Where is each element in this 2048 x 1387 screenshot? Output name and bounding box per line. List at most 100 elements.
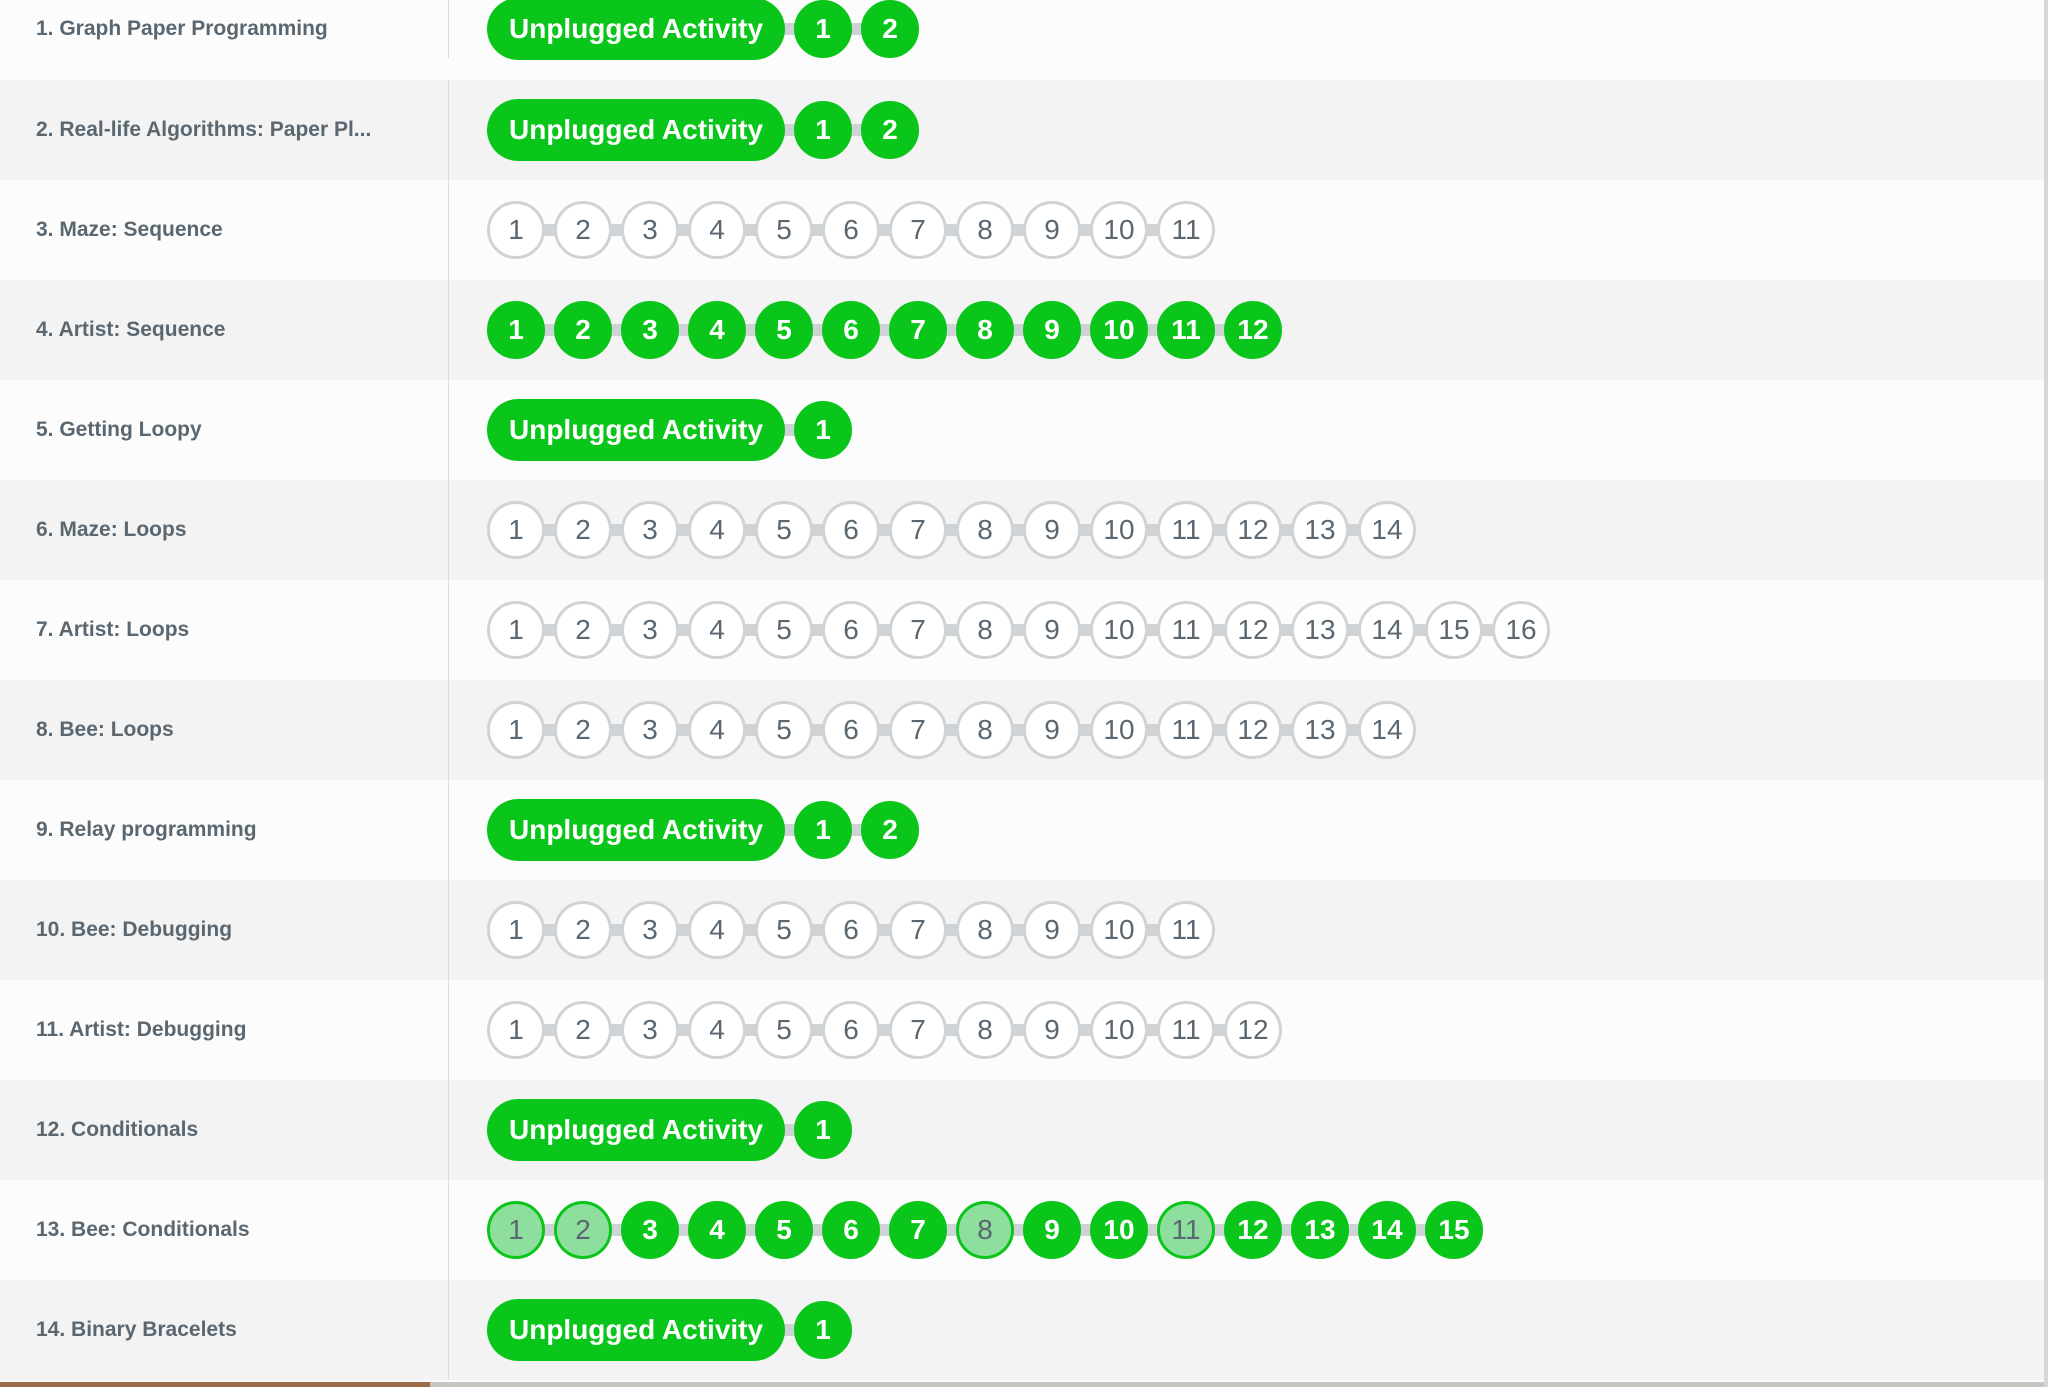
level-bubble-none[interactable]: 6 xyxy=(822,701,880,759)
level-bubble-perfect[interactable]: 14 xyxy=(1358,1201,1416,1259)
level-bubble-none[interactable]: 6 xyxy=(822,901,880,959)
level-bubble-none[interactable]: 5 xyxy=(755,901,813,959)
level-bubble-none[interactable]: 1 xyxy=(487,201,545,259)
level-bubble-none[interactable]: 15 xyxy=(1425,601,1483,659)
level-bubble-none[interactable]: 4 xyxy=(688,201,746,259)
level-bubble-none[interactable]: 12 xyxy=(1224,601,1282,659)
unplugged-activity-button[interactable]: Unplugged Activity xyxy=(487,399,786,461)
level-bubble-none[interactable]: 13 xyxy=(1291,701,1349,759)
level-bubble-perfect[interactable]: 4 xyxy=(688,1201,746,1259)
stage-name[interactable]: 4. Artist: Sequence xyxy=(0,280,449,380)
level-bubble-none[interactable]: 1 xyxy=(487,501,545,559)
level-bubble-perfect[interactable]: 12 xyxy=(1224,1201,1282,1259)
level-bubble-perfect[interactable]: 2 xyxy=(861,0,920,58)
level-bubble-none[interactable]: 12 xyxy=(1224,1001,1282,1059)
level-bubble-none[interactable]: 10 xyxy=(1090,1001,1148,1059)
level-bubble-perfect[interactable]: 2 xyxy=(861,801,920,859)
level-bubble-none[interactable]: 6 xyxy=(822,501,880,559)
level-bubble-none[interactable]: 9 xyxy=(1023,1001,1081,1059)
level-bubble-none[interactable]: 8 xyxy=(956,1001,1014,1059)
level-bubble-none[interactable]: 1 xyxy=(487,1001,545,1059)
level-bubble-none[interactable]: 4 xyxy=(688,601,746,659)
level-bubble-perfect[interactable]: 3 xyxy=(621,301,679,359)
stage-name[interactable]: 10. Bee: Debugging xyxy=(0,880,449,980)
level-bubble-none[interactable]: 14 xyxy=(1358,501,1416,559)
level-bubble-none[interactable]: 8 xyxy=(956,901,1014,959)
level-bubble-perfect[interactable]: 1 xyxy=(794,1101,853,1159)
unplugged-activity-button[interactable]: Unplugged Activity xyxy=(487,799,786,861)
level-bubble-perfect[interactable]: 1 xyxy=(794,1301,853,1359)
level-bubble-attempted[interactable]: 1 xyxy=(487,1201,545,1259)
level-bubble-none[interactable]: 4 xyxy=(688,1001,746,1059)
level-bubble-perfect[interactable]: 10 xyxy=(1090,1201,1148,1259)
level-bubble-none[interactable]: 2 xyxy=(554,501,612,559)
level-bubble-perfect[interactable]: 9 xyxy=(1023,1201,1081,1259)
level-bubble-none[interactable]: 1 xyxy=(487,701,545,759)
level-bubble-none[interactable]: 16 xyxy=(1492,601,1550,659)
stage-name[interactable]: 9. Relay programming xyxy=(0,780,449,880)
level-bubble-none[interactable]: 11 xyxy=(1157,901,1215,959)
level-bubble-none[interactable]: 4 xyxy=(688,501,746,559)
level-bubble-none[interactable]: 9 xyxy=(1023,601,1081,659)
stage-name[interactable]: 6. Maze: Loops xyxy=(0,480,449,580)
level-bubble-none[interactable]: 5 xyxy=(755,1001,813,1059)
level-bubble-none[interactable]: 2 xyxy=(554,601,612,659)
level-bubble-perfect[interactable]: 1 xyxy=(794,0,853,58)
level-bubble-none[interactable]: 13 xyxy=(1291,601,1349,659)
level-bubble-none[interactable]: 1 xyxy=(487,901,545,959)
level-bubble-none[interactable]: 11 xyxy=(1157,201,1215,259)
level-bubble-attempted[interactable]: 8 xyxy=(956,1201,1014,1259)
level-bubble-none[interactable]: 9 xyxy=(1023,701,1081,759)
stage-name[interactable]: 8. Bee: Loops xyxy=(0,680,449,780)
level-bubble-none[interactable]: 7 xyxy=(889,601,947,659)
stage-name[interactable]: 11. Artist: Debugging xyxy=(0,980,449,1080)
level-bubble-none[interactable]: 9 xyxy=(1023,901,1081,959)
level-bubble-none[interactable]: 3 xyxy=(621,1001,679,1059)
level-bubble-none[interactable]: 6 xyxy=(822,201,880,259)
level-bubble-none[interactable]: 3 xyxy=(621,601,679,659)
level-bubble-none[interactable]: 2 xyxy=(554,201,612,259)
level-bubble-none[interactable]: 3 xyxy=(621,201,679,259)
stage-name[interactable]: 13. Bee: Conditionals xyxy=(0,1180,449,1280)
level-bubble-perfect[interactable]: 13 xyxy=(1291,1201,1349,1259)
level-bubble-attempted[interactable]: 2 xyxy=(554,1201,612,1259)
level-bubble-none[interactable]: 2 xyxy=(554,1001,612,1059)
level-bubble-none[interactable]: 11 xyxy=(1157,1001,1215,1059)
level-bubble-perfect[interactable]: 5 xyxy=(755,1201,813,1259)
stage-name[interactable]: 1. Graph Paper Programming xyxy=(0,0,449,58)
level-bubble-none[interactable]: 11 xyxy=(1157,501,1215,559)
level-bubble-none[interactable]: 6 xyxy=(822,601,880,659)
level-bubble-none[interactable]: 7 xyxy=(889,201,947,259)
level-bubble-none[interactable]: 2 xyxy=(554,901,612,959)
level-bubble-none[interactable]: 13 xyxy=(1291,501,1349,559)
level-bubble-perfect[interactable]: 6 xyxy=(822,1201,880,1259)
level-bubble-perfect[interactable]: 5 xyxy=(755,301,813,359)
level-bubble-none[interactable]: 10 xyxy=(1090,701,1148,759)
level-bubble-none[interactable]: 1 xyxy=(487,601,545,659)
level-bubble-none[interactable]: 12 xyxy=(1224,501,1282,559)
level-bubble-perfect[interactable]: 6 xyxy=(822,301,880,359)
level-bubble-none[interactable]: 8 xyxy=(956,201,1014,259)
stage-name[interactable]: 5. Getting Loopy xyxy=(0,380,449,480)
level-bubble-perfect[interactable]: 11 xyxy=(1157,301,1215,359)
level-bubble-perfect[interactable]: 4 xyxy=(688,301,746,359)
level-bubble-none[interactable]: 5 xyxy=(755,501,813,559)
level-bubble-none[interactable]: 10 xyxy=(1090,201,1148,259)
level-bubble-perfect[interactable]: 7 xyxy=(889,1201,947,1259)
level-bubble-none[interactable]: 9 xyxy=(1023,501,1081,559)
stage-name[interactable]: 12. Conditionals xyxy=(0,1080,449,1180)
level-bubble-none[interactable]: 5 xyxy=(755,601,813,659)
unplugged-activity-button[interactable]: Unplugged Activity xyxy=(487,1299,786,1361)
level-bubble-none[interactable]: 11 xyxy=(1157,601,1215,659)
level-bubble-perfect[interactable]: 15 xyxy=(1425,1201,1483,1259)
level-bubble-perfect[interactable]: 2 xyxy=(861,101,920,159)
level-bubble-none[interactable]: 4 xyxy=(688,901,746,959)
level-bubble-none[interactable]: 14 xyxy=(1358,701,1416,759)
level-bubble-none[interactable]: 7 xyxy=(889,701,947,759)
level-bubble-perfect[interactable]: 1 xyxy=(794,801,853,859)
level-bubble-none[interactable]: 9 xyxy=(1023,201,1081,259)
level-bubble-none[interactable]: 14 xyxy=(1358,601,1416,659)
level-bubble-none[interactable]: 7 xyxy=(889,901,947,959)
level-bubble-none[interactable]: 10 xyxy=(1090,901,1148,959)
level-bubble-perfect[interactable]: 7 xyxy=(889,301,947,359)
